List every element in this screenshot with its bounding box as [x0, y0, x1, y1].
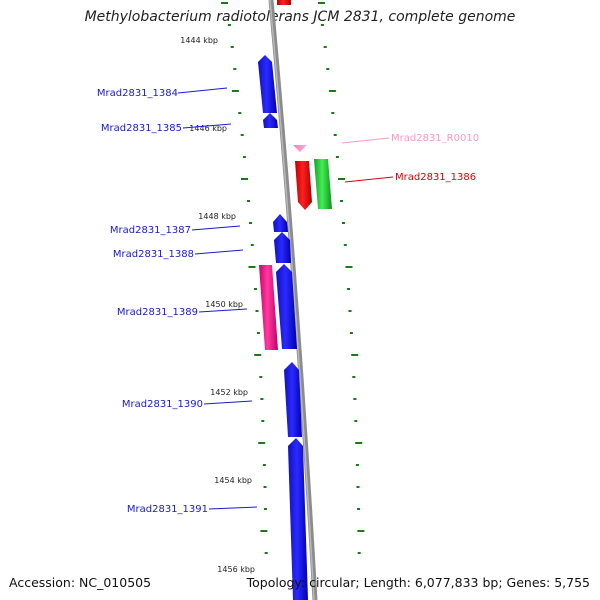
leader-mrad2831-r0010 [341, 137, 390, 144]
genome-stats-text: Topology: circular; Length: 6,077,833 bp… [246, 575, 590, 590]
leader-mrad2831-1387 [191, 225, 241, 231]
forward-strand-features [258, 55, 308, 600]
leader-lines [177, 87, 394, 510]
label-mrad2831-1388[interactable]: Mrad2831_1388 [113, 249, 194, 260]
feature-mrad2831-1389-blue[interactable] [276, 264, 297, 349]
feature-mrad2831-1387[interactable] [273, 214, 288, 232]
feature-mrad2831-1390[interactable] [284, 362, 302, 437]
label-mrad2831-r0010[interactable]: Mrad2831_R0010 [391, 133, 479, 144]
leader-mrad2831-1384 [177, 87, 228, 94]
leader-mrad2831-1385 [182, 123, 232, 129]
scale-label-1446: 1446 kbp [189, 124, 227, 133]
outer-scale-ticks [318, 2, 365, 554]
leader-mrad2831-1386 [344, 176, 394, 183]
accession-text: Accession: NC_010505 [9, 575, 152, 590]
label-mrad2831-1389[interactable]: Mrad2831_1389 [117, 307, 198, 318]
scale-label-1452: 1452 kbp [210, 388, 248, 397]
inner-scale-ticks [221, 2, 268, 554]
scale-label-1454: 1454 kbp [214, 476, 252, 485]
scale-label-1444: 1444 kbp [180, 36, 218, 45]
feature-mrad2831-r0010[interactable] [293, 145, 307, 152]
leader-mrad2831-1391 [208, 506, 258, 510]
label-mrad2831-1384[interactable]: Mrad2831_1384 [97, 88, 178, 99]
feature-mrad2831-1386-green[interactable] [314, 159, 332, 209]
label-mrad2831-1385[interactable]: Mrad2831_1385 [101, 123, 182, 134]
label-mrad2831-1387[interactable]: Mrad2831_1387 [110, 225, 191, 236]
feature-mrad2831-1391[interactable] [288, 438, 308, 600]
label-mrad2831-1386[interactable]: Mrad2831_1386 [395, 172, 476, 183]
feature-labels: Mrad2831_1384 Mrad2831_1385 Mrad2831_R00… [97, 88, 479, 515]
feature-top-red[interactable] [277, 0, 291, 5]
feature-mrad2831-1388[interactable] [274, 232, 291, 263]
genome-backbone [268, 0, 318, 600]
leader-mrad2831-1390 [203, 400, 253, 405]
label-mrad2831-1391[interactable]: Mrad2831_1391 [127, 504, 208, 515]
scale-label-1456: 1456 kbp [217, 565, 255, 574]
leader-mrad2831-1388 [194, 249, 244, 255]
scale-label-1450: 1450 kbp [205, 300, 243, 309]
feature-mrad2831-1386-red[interactable] [295, 161, 312, 210]
feature-mrad2831-1384[interactable] [258, 55, 277, 113]
scale-label-1448: 1448 kbp [198, 212, 236, 221]
leader-mrad2831-1389 [198, 308, 248, 313]
genome-backbone-highlight [269, 0, 315, 600]
scale-labels: 1444 kbp 1446 kbp 1448 kbp 1450 kbp 1452… [180, 36, 255, 574]
map-title: Methylobacterium radiotolerans JCM 2831,… [84, 9, 516, 25]
feature-mrad2831-1385[interactable] [263, 113, 278, 128]
feature-mrad2831-1389-pink[interactable] [259, 265, 278, 350]
label-mrad2831-1390[interactable]: Mrad2831_1390 [122, 399, 203, 410]
